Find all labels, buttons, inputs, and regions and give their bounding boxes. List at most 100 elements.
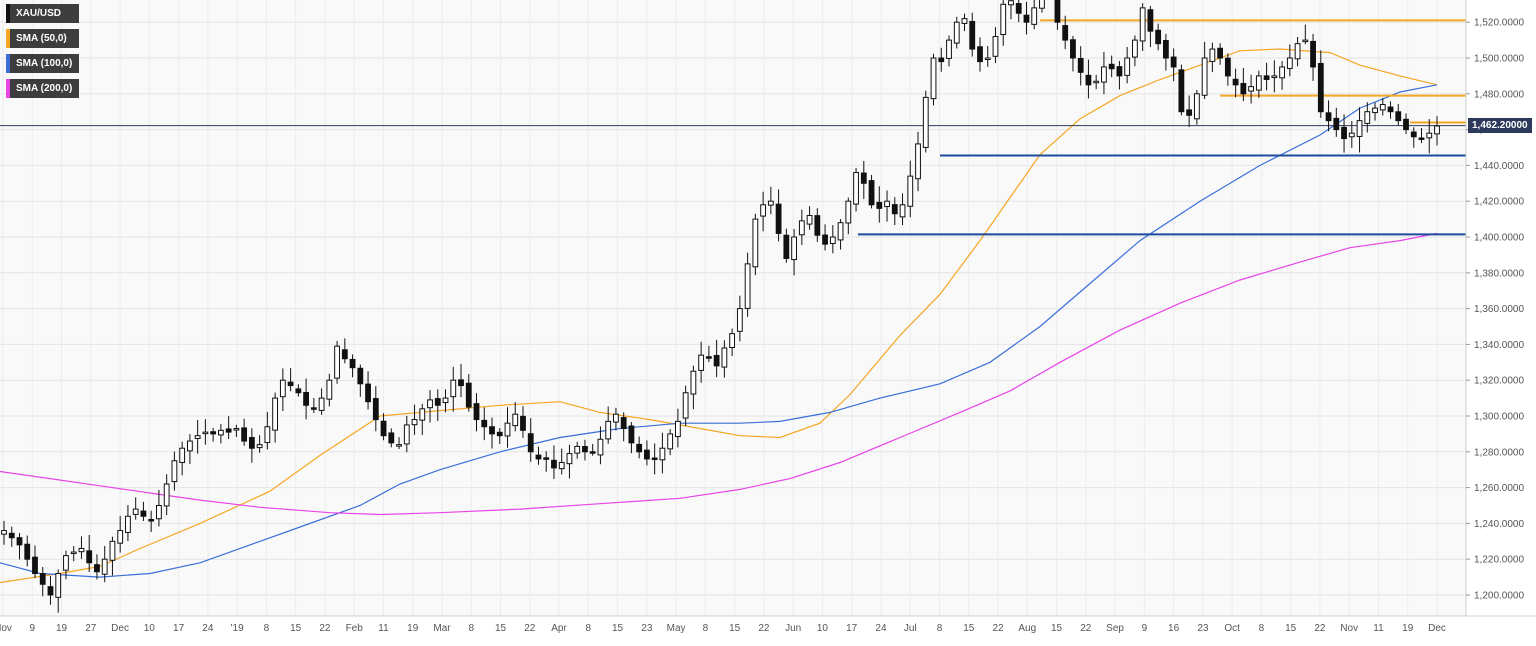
candle-body [1062,25,1069,41]
plot-background [0,0,1466,616]
candle-body [109,540,116,561]
candle-body [1317,62,1324,113]
candle [287,368,294,392]
x-tick-label: 15 [729,623,741,634]
candle-body [202,431,209,435]
candle [992,27,999,64]
candle-body [760,204,767,217]
candle [644,440,650,466]
candle [132,497,139,520]
candle [1387,101,1394,119]
candle-body [667,433,674,450]
x-tick-label: Jul [904,623,917,634]
candle [589,444,596,456]
candle [628,422,635,454]
x-tick-label: Apr [551,623,567,634]
candle [16,533,23,560]
x-tick-label: 15 [495,623,507,634]
candle-body [1279,66,1285,79]
legend-swatch [6,54,10,73]
candle-body [272,397,279,431]
candle [814,208,821,242]
moving-averages [0,48,1438,584]
y-tick-label: 1,280.0000 [1474,447,1524,458]
candle-body [690,370,697,395]
candle [783,228,790,263]
candle-body [55,573,62,598]
candle [752,213,759,276]
candle-body [644,449,650,460]
candle [1209,42,1216,73]
candle [915,131,921,192]
y-tick-label: 1,340.0000 [1474,340,1524,351]
candle-body [574,445,581,454]
candle [70,546,77,562]
candle-body [512,413,519,427]
candle-body [845,200,852,224]
candle [372,386,379,432]
legend-item-xauusd[interactable]: XAU/USD [6,4,80,23]
x-tick-label: Sep [1106,623,1124,634]
candle-body [1054,0,1061,23]
candle-body [496,431,503,437]
candle-body [682,392,689,419]
candle-body [125,515,131,533]
candle [1000,0,1007,46]
candle [713,339,720,378]
candle [582,439,588,461]
candle-body [1426,132,1433,139]
candle [791,229,797,276]
legend-item-sma50[interactable]: SMA (50,0) [6,29,80,48]
candle-body [388,432,395,444]
legend-swatch [6,79,10,98]
legend-label: XAU/USD [16,8,62,19]
candle [187,434,193,465]
candle-body [419,408,426,421]
candle-body [1310,40,1316,68]
candle-body [380,420,387,437]
candle-body [1193,93,1200,120]
candle-body [1248,86,1254,92]
candle-body [1139,7,1146,42]
x-tick-label: Jun [785,623,801,634]
legend-item-sma100[interactable]: SMA (100,0) [6,54,80,73]
candle [504,407,511,448]
candle [47,576,54,605]
candle [109,536,116,576]
candle-body [489,426,495,435]
legend-item-sma200[interactable]: SMA (200,0) [6,79,80,98]
candle [837,219,844,250]
candle [558,448,565,475]
candle-body [47,586,54,596]
candle [125,505,131,542]
candle-body [1209,48,1216,62]
candle [101,545,108,583]
candle-body [442,397,449,403]
candle-body [977,46,983,63]
candle [721,340,728,378]
candle [984,46,991,67]
candle-body [210,431,217,435]
candle [86,534,93,572]
candle-body [1039,0,1045,9]
candle [969,12,976,57]
x-tick-label: 19 [56,623,68,634]
candle [1248,74,1254,104]
candle [798,209,805,246]
x-tick-label: 15 [1285,623,1297,634]
candle [1410,127,1417,148]
candle [117,515,124,553]
candle [961,13,968,32]
x-tick-label: 23 [641,623,653,634]
candle [1341,114,1347,153]
candle [1054,0,1061,30]
candle [845,197,852,235]
candle [55,569,62,613]
candle [667,429,674,456]
candle [1263,62,1270,91]
candle [1217,43,1224,65]
x-tick-label: 8 [1259,623,1265,634]
y-tick-label: 1,240.0000 [1474,519,1524,530]
